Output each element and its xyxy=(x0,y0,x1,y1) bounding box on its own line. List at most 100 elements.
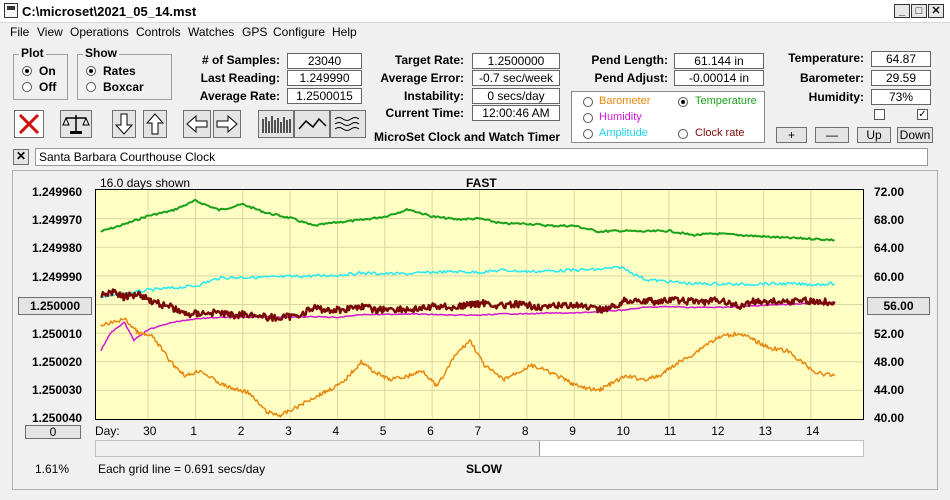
average-rate-label: Average Rate: xyxy=(199,89,280,103)
day-axis-label: Day: xyxy=(95,424,120,438)
right-scale-button[interactable]: 56.00 xyxy=(867,297,930,315)
series-line-temperature xyxy=(100,198,835,242)
balance-button[interactable] xyxy=(60,110,92,138)
zero-button[interactable]: 0 xyxy=(25,425,81,439)
day-tick-label: 3 xyxy=(285,424,292,438)
days-shown-label: 16.0 days shown xyxy=(100,176,191,190)
fast-label: FAST xyxy=(466,176,497,190)
grid-note: Each grid line = 0.691 secs/day xyxy=(98,462,266,476)
bar-view-button[interactable] xyxy=(258,110,294,138)
target-rate-label: Target Rate: xyxy=(394,53,464,67)
current-time-value: 12:00:46 AM xyxy=(472,105,560,121)
series-line-barometer xyxy=(100,317,836,418)
menu-watches[interactable]: Watches xyxy=(188,25,235,39)
menu-view[interactable]: View xyxy=(37,25,63,39)
menu-operations[interactable]: Operations xyxy=(70,25,129,39)
right-arrow-button[interactable] xyxy=(213,110,241,138)
show-boxcar-label: Boxcar xyxy=(103,80,144,94)
menu-help[interactable]: Help xyxy=(332,25,357,39)
menu-controls[interactable]: Controls xyxy=(136,25,181,39)
y-right-tick: 40.00 xyxy=(874,411,905,425)
down-arrow-button[interactable] xyxy=(112,110,136,138)
plus-button[interactable]: + xyxy=(776,127,807,143)
legend-barometer-radio[interactable] xyxy=(583,97,593,107)
y-right-tick: 64.00 xyxy=(874,241,905,255)
legend-humidity-radio[interactable] xyxy=(583,113,593,123)
average-rate-value: 1.2500015 xyxy=(287,88,362,104)
show-group-title: Show xyxy=(83,46,119,60)
series-line-clock-rate xyxy=(100,288,836,322)
close-button[interactable]: ✕ xyxy=(928,4,944,18)
line-view-button[interactable] xyxy=(294,110,330,138)
center-rate-button[interactable]: 1.250000 xyxy=(18,297,92,315)
up-arrow-button[interactable] xyxy=(143,110,167,138)
balance-scale-icon xyxy=(62,115,90,134)
product-title: MicroSet Clock and Watch Timer xyxy=(374,130,561,144)
day-tick-label: 8 xyxy=(521,424,529,438)
current-time-label: Current Time: xyxy=(385,106,464,120)
day-tick-label: 1 xyxy=(190,424,198,438)
minus-button[interactable]: — xyxy=(815,127,849,143)
plot-off-radio[interactable] xyxy=(22,82,32,92)
last-reading-label: Last Reading: xyxy=(200,71,280,85)
day-tick-label: 13 xyxy=(758,424,772,438)
day-tick-label: 4 xyxy=(332,424,340,438)
pend-length-value[interactable]: 61.144 in xyxy=(674,53,764,69)
rate-chart xyxy=(96,190,863,419)
menu-gps[interactable]: GPS xyxy=(242,25,268,39)
delete-button[interactable] xyxy=(14,110,44,138)
show-rates-radio[interactable] xyxy=(86,66,96,76)
barometer-label: Barometer: xyxy=(799,71,864,85)
temperature-label: Temperature: xyxy=(788,51,864,65)
y-right-tick: 60.00 xyxy=(874,270,905,284)
waves-icon xyxy=(334,117,360,131)
y-left-tick: 1.250010 xyxy=(32,327,83,341)
y-right-tick: 44.00 xyxy=(874,383,905,397)
left-arrow-button[interactable] xyxy=(183,110,211,138)
legend-amplitude-radio[interactable] xyxy=(583,129,593,139)
show-boxcar-radio[interactable] xyxy=(86,82,96,92)
arrow-right-icon xyxy=(216,114,238,134)
y-left-tick: 1.250030 xyxy=(32,383,83,397)
day-tick-label: 5 xyxy=(379,424,387,438)
series-line-humidity xyxy=(100,301,835,352)
day-tick-label: 30 xyxy=(143,424,157,438)
menu-file[interactable]: File xyxy=(10,25,30,39)
barometer-value: 29.59 xyxy=(871,70,931,86)
watch-name-input[interactable]: Santa Barbara Courthouse Clock xyxy=(35,148,928,166)
option-checkbox-2[interactable]: ✓ xyxy=(917,109,928,120)
minimize-button[interactable]: _ xyxy=(894,4,910,18)
y-right-tick: 48.00 xyxy=(874,355,905,369)
y-left-tick: 1.250040 xyxy=(32,411,83,425)
down-button[interactable]: Down xyxy=(897,127,933,143)
y-right-tick: 68.00 xyxy=(874,213,905,227)
temperature-value: 64.87 xyxy=(871,51,931,67)
delete-x-icon xyxy=(18,113,40,135)
up-button[interactable]: Up xyxy=(857,127,891,143)
target-rate-value[interactable]: 1.2500000 xyxy=(472,53,560,69)
legend-barometer-label: Barometer xyxy=(599,95,651,107)
y-right-tick: 72.00 xyxy=(874,185,905,199)
maximize-button[interactable]: □ xyxy=(911,4,927,18)
legend-clock-rate-label: Clock rate xyxy=(695,127,745,139)
time-scrollbar[interactable] xyxy=(95,440,864,457)
graph-panel xyxy=(12,170,938,490)
plot-group-title: Plot xyxy=(19,46,46,60)
app-icon xyxy=(4,3,18,18)
menu-configure[interactable]: Configure xyxy=(273,25,326,39)
option-checkbox-1[interactable] xyxy=(874,109,885,120)
humidity-value: 73% xyxy=(871,89,931,105)
line-graph-icon xyxy=(298,117,327,130)
bars-icon xyxy=(262,116,291,133)
menu-bar: File View Operations Controls Watches GP… xyxy=(0,23,950,41)
clear-watch-button[interactable]: ✕ xyxy=(13,149,29,165)
legend-clock-rate-radio[interactable] xyxy=(678,129,688,139)
plot-on-label: On xyxy=(39,64,56,78)
plot-on-radio[interactable] xyxy=(22,66,32,76)
wave-view-button[interactable] xyxy=(330,110,366,138)
arrow-left-icon xyxy=(186,114,208,134)
legend-temperature-radio[interactable] xyxy=(678,97,688,107)
day-tick-label: 11 xyxy=(663,424,677,438)
day-tick-label: 10 xyxy=(616,424,630,438)
scrollbar-thumb[interactable] xyxy=(539,441,863,456)
